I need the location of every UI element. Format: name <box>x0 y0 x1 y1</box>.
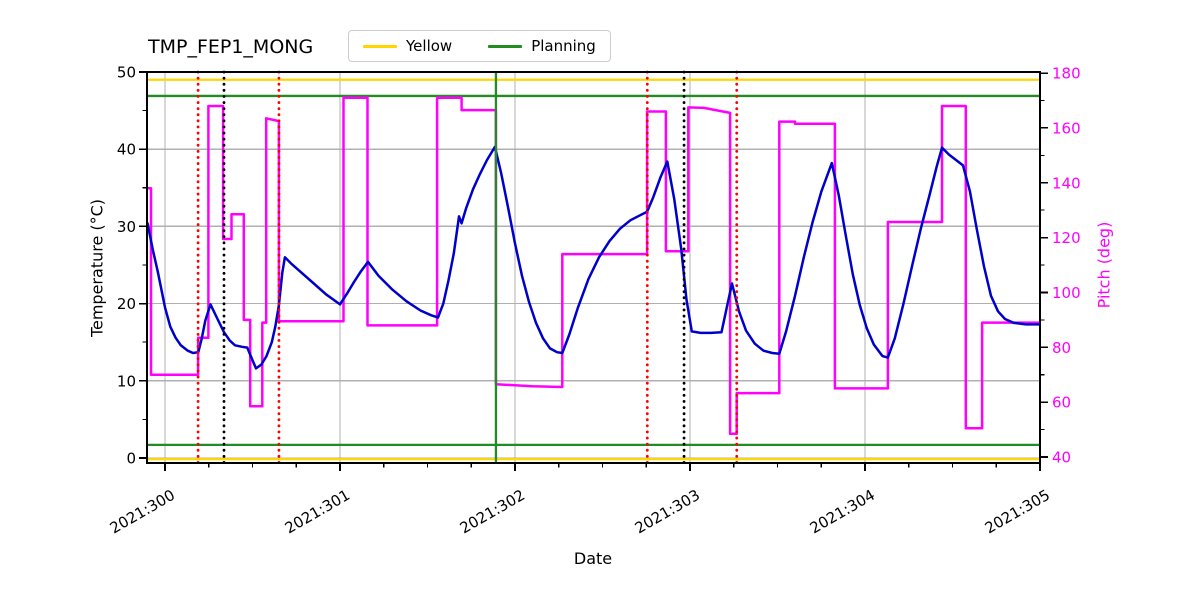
svg-text:100: 100 <box>1052 284 1081 302</box>
svg-text:160: 160 <box>1052 119 1081 137</box>
svg-text:140: 140 <box>1052 174 1081 192</box>
svg-text:2021:301: 2021:301 <box>282 486 353 538</box>
legend-label-yellow: Yellow <box>406 37 453 55</box>
svg-text:0: 0 <box>126 449 136 467</box>
svg-text:30: 30 <box>117 218 136 236</box>
y-axis-label-right: Pitch (deg) <box>1094 221 1114 309</box>
svg-text:50: 50 <box>117 64 136 82</box>
planning-line-swatch <box>488 44 523 48</box>
svg-text:2021:300: 2021:300 <box>107 486 178 538</box>
legend: Yellow Planning <box>348 30 611 62</box>
y-axis-label-left: Temperature (°C) <box>87 198 107 338</box>
svg-text:120: 120 <box>1052 229 1081 247</box>
svg-text:60: 60 <box>1052 394 1071 412</box>
svg-text:180: 180 <box>1052 65 1081 83</box>
chart-title: TMP_FEP1_MONG <box>148 36 314 58</box>
svg-text:2021:302: 2021:302 <box>457 486 528 538</box>
svg-text:10: 10 <box>117 372 136 390</box>
legend-label-planning: Planning <box>531 37 596 55</box>
svg-text:40: 40 <box>117 141 136 159</box>
svg-text:2021:304: 2021:304 <box>807 486 878 538</box>
legend-item-planning: Planning <box>488 37 596 55</box>
svg-text:40: 40 <box>1052 448 1071 466</box>
svg-text:2021:305: 2021:305 <box>982 486 1053 538</box>
yellow-line-swatch <box>363 44 397 48</box>
svg-text:20: 20 <box>117 295 136 313</box>
legend-item-yellow: Yellow <box>363 37 452 55</box>
svg-text:80: 80 <box>1052 339 1071 357</box>
svg-text:2021:303: 2021:303 <box>632 486 703 538</box>
x-axis-label: Date <box>573 549 613 568</box>
